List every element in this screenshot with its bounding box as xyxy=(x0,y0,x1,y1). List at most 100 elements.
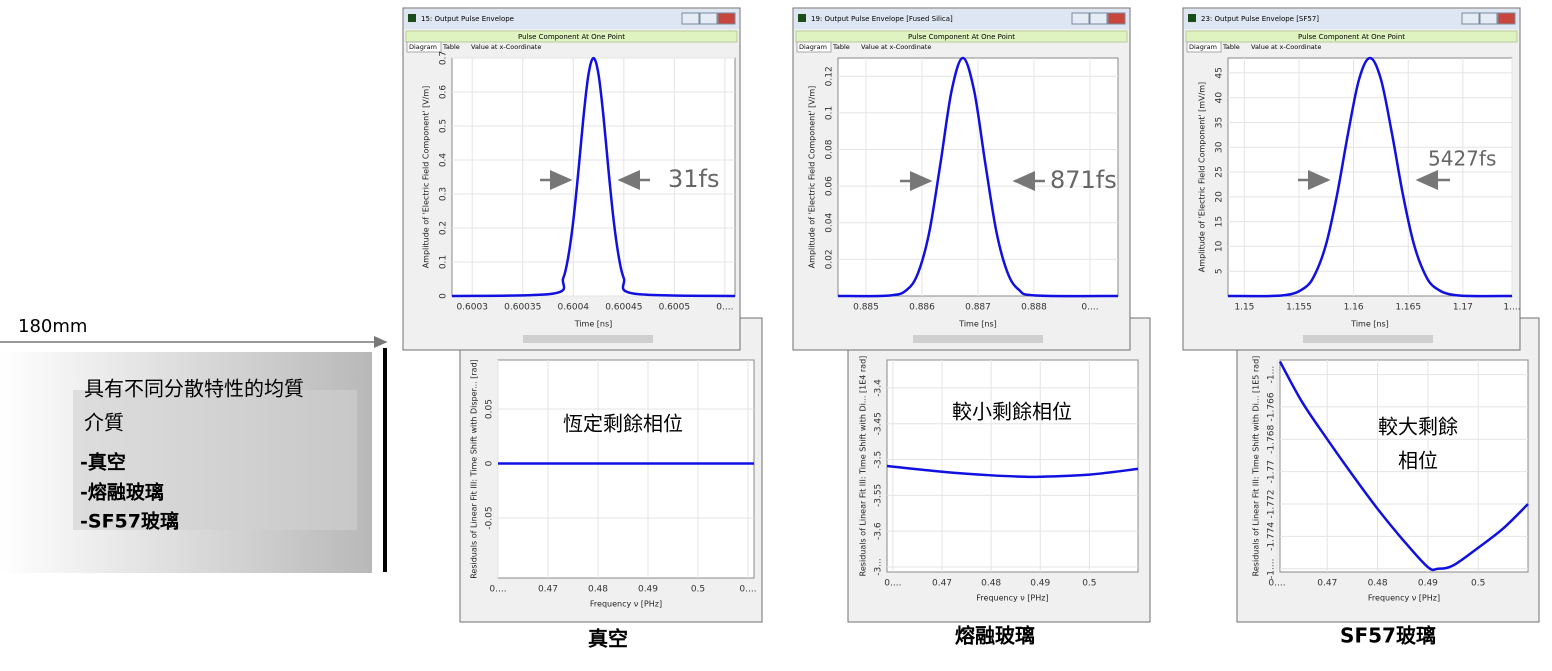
tab-label[interactable]: Diagram xyxy=(799,43,827,51)
window-button[interactable] xyxy=(1461,12,1480,25)
x-tick-label: 1.15 xyxy=(1234,303,1254,313)
tab[interactable] xyxy=(796,41,832,53)
x-tick-label: 0.47 xyxy=(1317,579,1337,589)
window: 0.... 0.47 0.48 0.49 0.5 -3.4 -3.45 -3.5 -3.55 -3… xyxy=(847,317,1151,623)
x-tick-label: 0.... xyxy=(1081,303,1098,313)
x-tick-label: 0.49 xyxy=(1418,579,1438,589)
tab-label[interactable]: Value at x-Coordinate xyxy=(471,43,541,51)
x-tick-label: 0.47 xyxy=(932,579,952,589)
window-button[interactable] xyxy=(699,12,718,25)
data-line xyxy=(1227,56,1513,298)
scrollbar xyxy=(1303,335,1433,343)
plot-area xyxy=(886,359,1139,573)
y-tick-label: -1.774 xyxy=(1267,522,1277,551)
app-icon xyxy=(1188,14,1196,22)
y-tick-label: -3... xyxy=(874,558,884,576)
y-tick-label: 0.02 xyxy=(825,249,835,269)
y-tick-label: -0.05 xyxy=(485,506,495,529)
x-tick-label: 1.165 xyxy=(1395,303,1421,313)
caption: SF57玻璃 xyxy=(1340,624,1436,648)
tab[interactable] xyxy=(1186,41,1222,53)
box-text: 具有不同分散特性的均質 xyxy=(84,377,304,401)
tab[interactable] xyxy=(406,41,442,53)
x-tick-label: 0.5 xyxy=(1471,579,1485,589)
y-tick-label: 0.1 xyxy=(825,106,835,120)
title-bar xyxy=(794,9,1129,29)
window-button[interactable] xyxy=(1089,12,1108,25)
distance-label: 180mm xyxy=(18,316,87,337)
window-button[interactable] xyxy=(717,12,736,25)
y-axis-label: Residuals of Linear Fit III: Time Shift … xyxy=(859,356,868,577)
y-tick-label: -3.4 xyxy=(874,379,884,397)
x-axis-label: Time [ns] xyxy=(574,320,613,329)
x-tick-label: 0.5 xyxy=(1082,579,1096,589)
y-tick-label: 20 xyxy=(1215,191,1225,203)
tab-label[interactable]: Diagram xyxy=(1189,43,1217,51)
x-tick-label: 0.48 xyxy=(588,585,608,595)
y-tick-label: 40 xyxy=(1215,92,1225,104)
y-tick-label: -1.766 xyxy=(1267,392,1277,421)
tab-label[interactable]: Diagram xyxy=(409,43,437,51)
x-tick-label: 0.... xyxy=(739,585,756,595)
y-tick-label: -1.... xyxy=(1267,559,1277,579)
x-tick-label: 0.48 xyxy=(1368,579,1388,589)
tab-label[interactable]: Value at x-Coordinate xyxy=(1251,43,1321,51)
window-title: 15: Output Pulse Envelope xyxy=(421,15,514,23)
y-tick-label: 0.04 xyxy=(825,212,835,232)
window-button[interactable] xyxy=(681,12,700,25)
window: 19: Output Pulse Envelope [Fused Silica]… xyxy=(792,7,1131,351)
tab-label[interactable]: Table xyxy=(832,43,850,51)
x-tick-label: 0.886 xyxy=(909,303,935,313)
header: Pulse Component At One Point xyxy=(518,33,625,41)
y-axis-label: Residuals of Linear Fit III: Time Shift … xyxy=(470,359,479,579)
y-tick-label: 30 xyxy=(1215,141,1225,153)
app-icon xyxy=(798,14,806,22)
y-tick-label: -1.768 xyxy=(1267,425,1277,454)
x-tick-label: 0.... xyxy=(716,303,733,313)
x-tick-label: 0.... xyxy=(884,579,901,589)
window-button[interactable] xyxy=(1497,12,1516,25)
x-tick-label: 0.888 xyxy=(1021,303,1047,313)
window-button[interactable] xyxy=(1479,12,1498,25)
x-tick-label: 0.49 xyxy=(638,585,658,595)
x-tick-label: 1.16 xyxy=(1344,303,1364,313)
plot-area xyxy=(1227,57,1513,297)
y-tick-label: 0.06 xyxy=(825,176,835,196)
caption: 真空 xyxy=(588,627,628,651)
y-tick-label: -3.55 xyxy=(874,484,884,507)
header-bar xyxy=(1185,30,1518,43)
box-text: 介質 xyxy=(84,411,124,435)
annotation: 較大剩餘 xyxy=(1378,415,1458,439)
annotation: 31fs xyxy=(668,165,720,193)
x-tick-label: 0.6003 xyxy=(456,303,488,313)
tab-label[interactable]: Value at x-Coordinate xyxy=(861,43,931,51)
x-tick-label: 0.48 xyxy=(981,579,1001,589)
y-tick-label: -3.6 xyxy=(874,522,884,540)
y-tick-label: 5 xyxy=(1215,268,1225,274)
tab-label[interactable]: Table xyxy=(1222,43,1240,51)
tab-label[interactable]: Table xyxy=(442,43,460,51)
caption: 熔融玻璃 xyxy=(955,624,1035,648)
header-bar xyxy=(795,30,1128,43)
annotation: 恆定剩餘相位 xyxy=(563,412,683,436)
y-tick-label: -1.772 xyxy=(1267,490,1277,519)
scrollbar xyxy=(523,335,653,343)
window-title: 23: Output Pulse Envelope [SF57] xyxy=(1201,15,1319,23)
x-tick-label: 0.47 xyxy=(538,585,558,595)
y-tick-label: 0 xyxy=(439,293,449,299)
data-line xyxy=(886,464,1139,479)
window: 15: Output Pulse Envelope Pulse Component… xyxy=(402,7,741,351)
x-tick-label: 1.155 xyxy=(1286,303,1312,313)
x-tick-label: 0.6005 xyxy=(659,303,691,313)
y-tick-label: 0.7 xyxy=(439,51,449,65)
window: 0.... 0.47 0.48 0.49 0.5 -1... -1.766 -1.768 -1.… xyxy=(1236,317,1540,623)
header: Pulse Component At One Point xyxy=(908,33,1015,41)
header: Pulse Component At One Point xyxy=(1298,33,1405,41)
window-button[interactable] xyxy=(1107,12,1126,25)
y-tick-label: 0.2 xyxy=(439,221,449,235)
box-text: -真空 xyxy=(80,451,126,474)
x-tick-label: 1.... xyxy=(1503,303,1520,313)
window-button[interactable] xyxy=(1071,12,1090,25)
y-tick-label: 45 xyxy=(1215,67,1225,78)
